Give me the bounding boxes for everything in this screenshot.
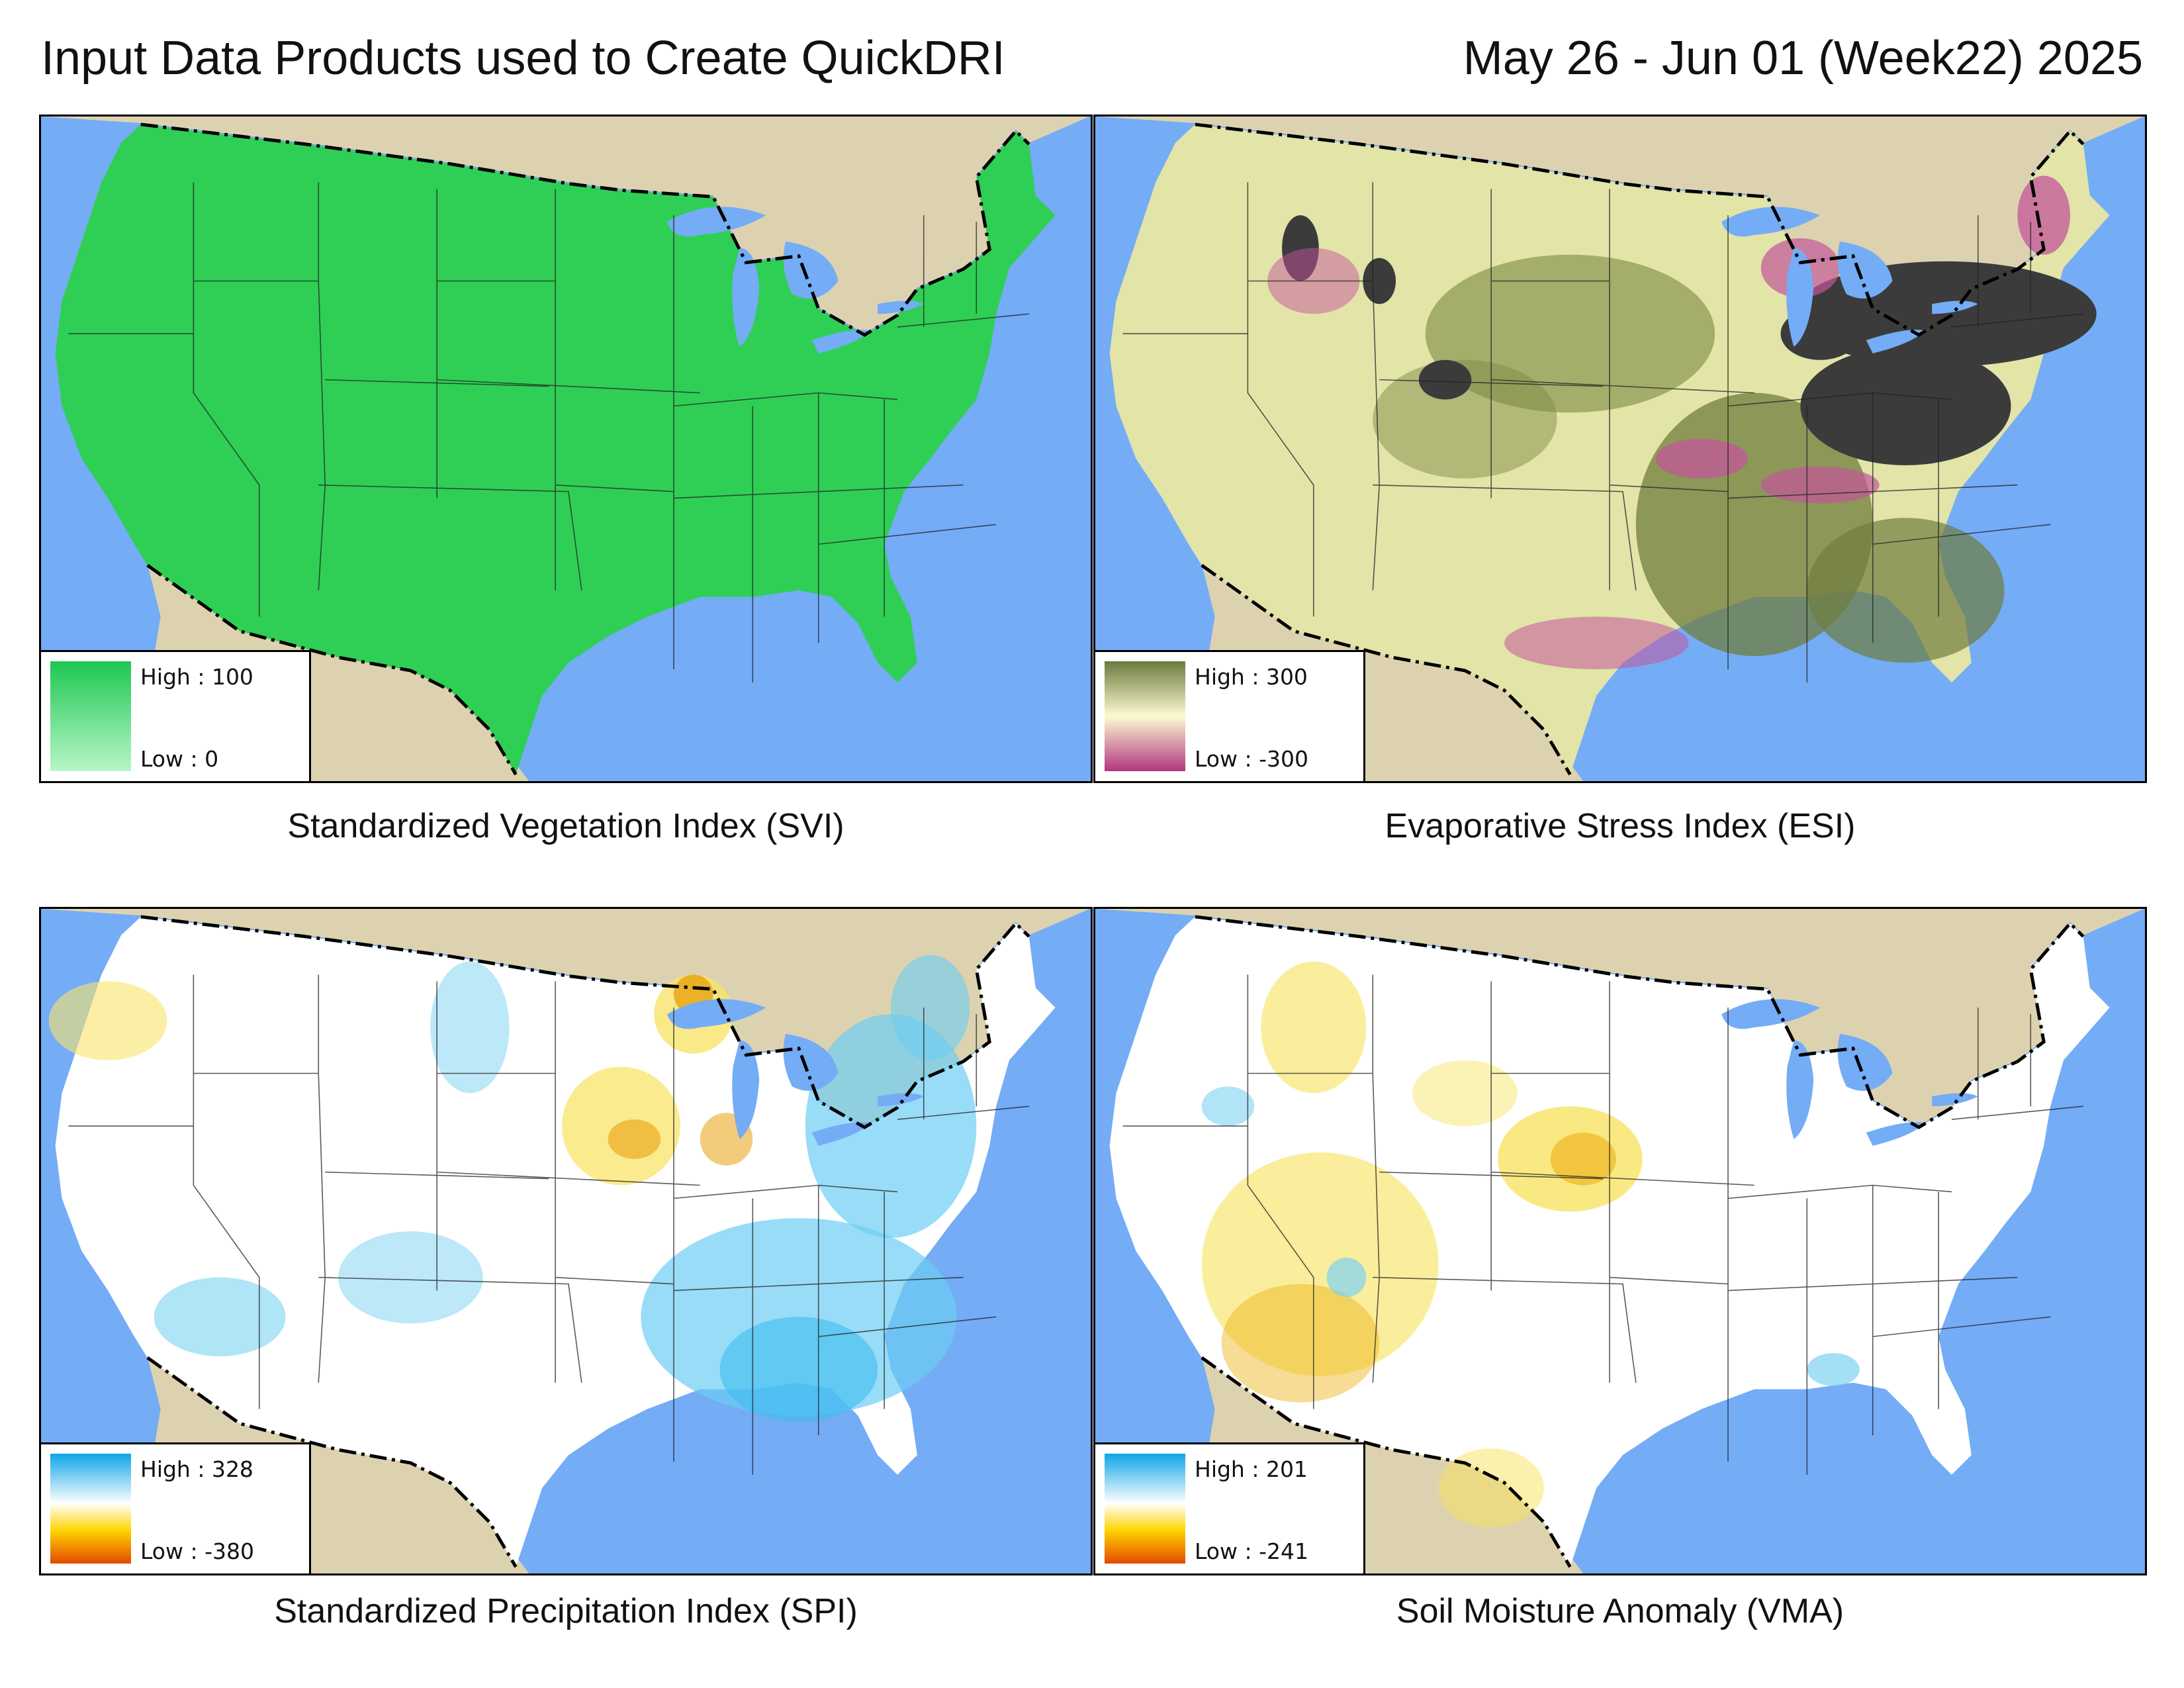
svi-map-panel: High : 100 Low : 0 xyxy=(39,115,1093,783)
spi-map xyxy=(42,909,1090,1573)
svi-legend: High : 100 Low : 0 xyxy=(41,650,311,781)
spi-caption: Standardized Precipitation Index (SPI) xyxy=(274,1592,858,1630)
vma-legend-ramp xyxy=(1105,1454,1185,1564)
esi-legend-ramp xyxy=(1105,661,1185,771)
spi-map-panel: High : 328 Low : -380 xyxy=(39,907,1093,1575)
esi-map xyxy=(1096,117,2144,781)
svi-legend-high: High : 100 xyxy=(140,664,253,690)
spi-legend-high: High : 328 xyxy=(140,1456,253,1482)
vma-legend: High : 201 Low : -241 xyxy=(1095,1442,1365,1573)
svi-legend-ramp xyxy=(50,661,131,771)
esi-legend-high: High : 300 xyxy=(1195,664,1308,690)
esi-legend: High : 300 Low : -300 xyxy=(1095,650,1365,781)
spi-legend: High : 328 Low : -380 xyxy=(41,1442,311,1573)
date-range: May 26 - Jun 01 (Week22) 2025 xyxy=(1463,32,2143,85)
spi-legend-ramp xyxy=(50,1454,131,1564)
vma-map xyxy=(1096,909,2144,1573)
vma-legend-low: Low : -241 xyxy=(1195,1538,1308,1564)
esi-legend-low: Low : -300 xyxy=(1195,746,1308,772)
page-title: Input Data Products used to Create Quick… xyxy=(41,32,1005,85)
vma-caption: Soil Moisture Anomaly (VMA) xyxy=(1396,1592,1844,1630)
svi-map xyxy=(42,117,1090,781)
esi-caption: Evaporative Stress Index (ESI) xyxy=(1385,807,1856,845)
vma-legend-high: High : 201 xyxy=(1195,1456,1308,1482)
esi-map-panel: High : 300 Low : -300 xyxy=(1093,115,2147,783)
svi-legend-low: Low : 0 xyxy=(140,746,219,772)
spi-legend-low: Low : -380 xyxy=(140,1538,254,1564)
vma-map-panel: High : 201 Low : -241 xyxy=(1093,907,2147,1575)
svi-caption: Standardized Vegetation Index (SVI) xyxy=(287,807,844,845)
